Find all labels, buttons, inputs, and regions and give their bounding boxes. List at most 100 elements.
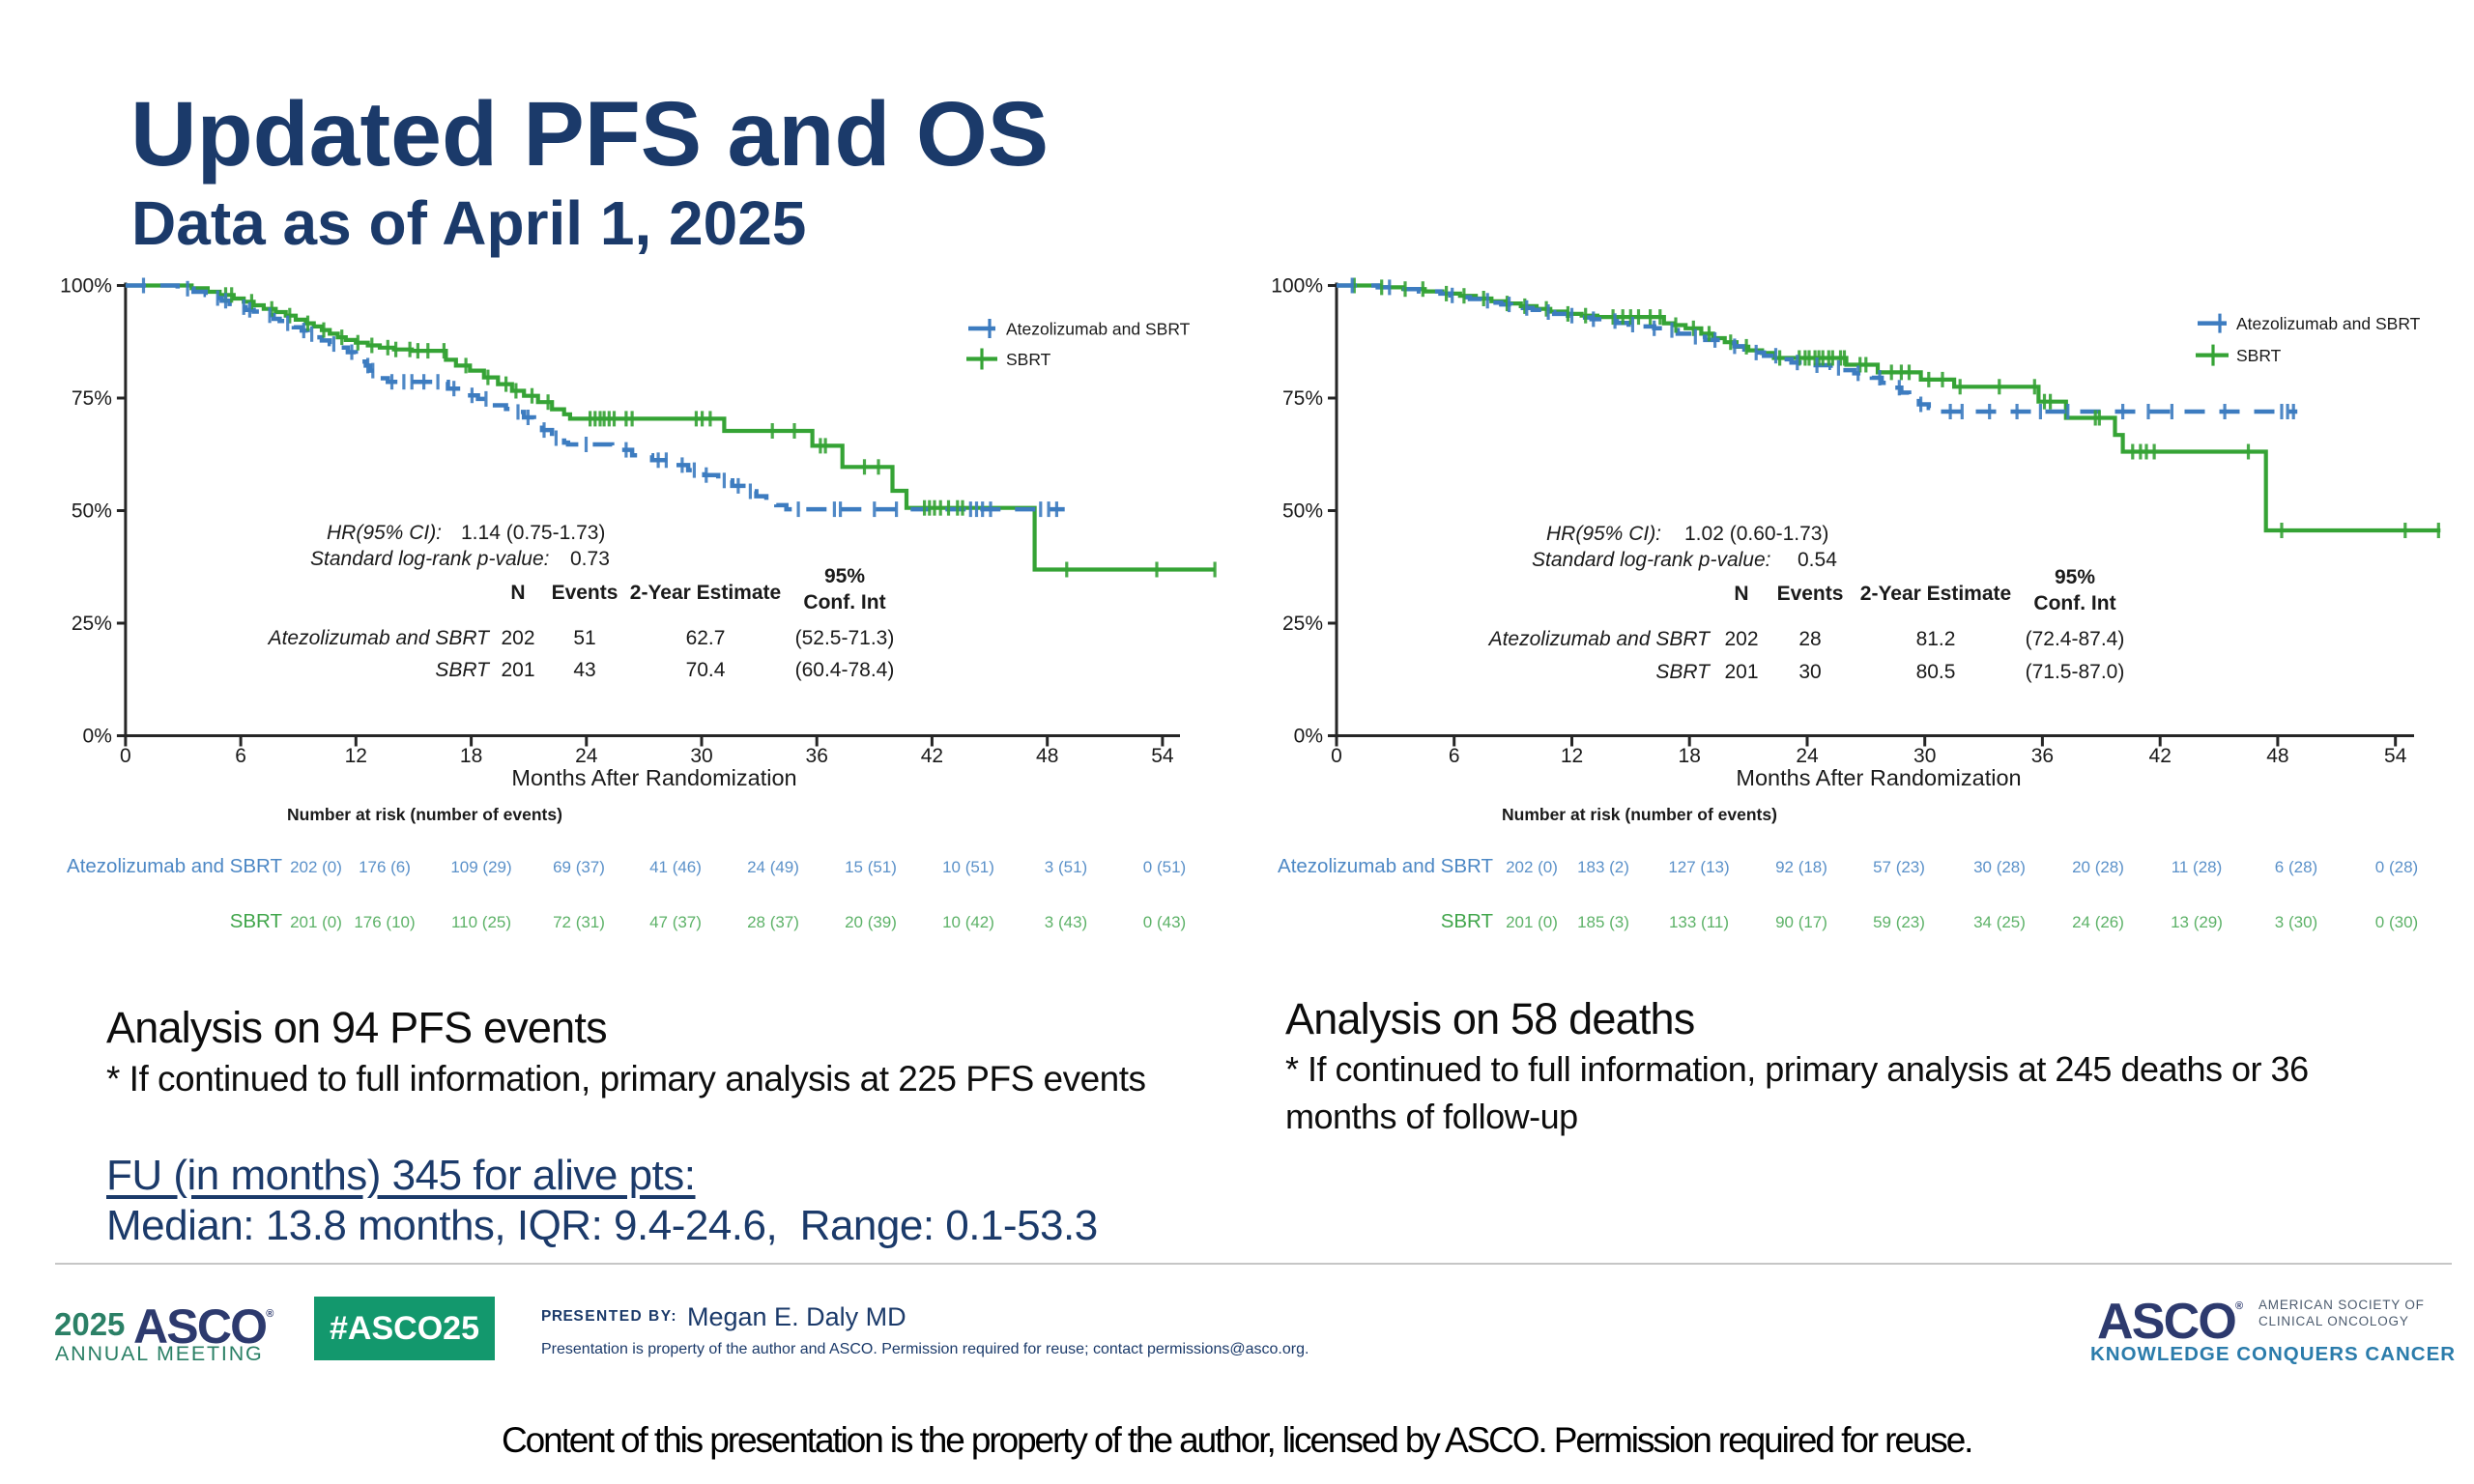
svg-text:183 (2): 183 (2): [1577, 858, 1629, 876]
svg-text:Months After Randomization: Months After Randomization: [1736, 765, 2021, 790]
svg-text:18: 18: [460, 745, 482, 767]
svg-text:36: 36: [2031, 745, 2054, 767]
svg-text:Atezolizumab and SBRT: Atezolizumab and SBRT: [1278, 855, 1493, 877]
svg-text:47 (37): 47 (37): [649, 913, 702, 931]
svg-text:Events: Events: [1777, 583, 1844, 605]
svg-text:10 (51): 10 (51): [942, 858, 994, 876]
svg-text:0%: 0%: [83, 726, 112, 748]
svg-text:24 (26): 24 (26): [2072, 913, 2124, 931]
svg-text:28: 28: [1798, 628, 1821, 650]
svg-text:3 (43): 3 (43): [1045, 913, 1087, 931]
svg-text:92 (18): 92 (18): [1775, 858, 1827, 876]
svg-text:50%: 50%: [1282, 500, 1323, 523]
svg-text:0 (28): 0 (28): [2375, 858, 2418, 876]
svg-text:0%: 0%: [1294, 726, 1323, 748]
svg-text:69 (37): 69 (37): [553, 858, 605, 876]
svg-text:13 (29): 13 (29): [2171, 913, 2223, 931]
svg-text:Events: Events: [552, 582, 618, 604]
svg-text:202 (0): 202 (0): [290, 858, 342, 876]
svg-text:Atezolizumab and SBRT: Atezolizumab and SBRT: [67, 855, 282, 877]
svg-text:34 (25): 34 (25): [1973, 913, 2026, 931]
svg-text:Atezolizumab and SBRT: Atezolizumab and SBRT: [1006, 320, 1191, 339]
svg-text:10 (42): 10 (42): [942, 913, 994, 931]
svg-text:42: 42: [921, 745, 943, 767]
svg-text:Atezolizumab and SBRT: Atezolizumab and SBRT: [1487, 628, 1712, 650]
svg-text:201: 201: [1724, 661, 1758, 683]
svg-text:36: 36: [806, 745, 828, 767]
svg-text:81.2: 81.2: [1916, 628, 1956, 650]
svg-text:25%: 25%: [1282, 613, 1323, 635]
svg-text:SBRT: SBRT: [2236, 346, 2282, 365]
svg-text:24: 24: [575, 745, 598, 767]
svg-text:1.02 (0.60-1.73): 1.02 (0.60-1.73): [1684, 523, 1828, 545]
svg-text:176 (10): 176 (10): [354, 913, 415, 931]
svg-text:133 (11): 133 (11): [1669, 913, 1729, 931]
svg-text:20 (39): 20 (39): [845, 913, 897, 931]
svg-text:0 (30): 0 (30): [2375, 913, 2418, 931]
svg-text:70.4: 70.4: [686, 659, 726, 681]
svg-text:Number at risk (number of even: Number at risk (number of events): [287, 805, 562, 824]
svg-text:0: 0: [120, 745, 131, 767]
svg-text:176 (6): 176 (6): [359, 858, 411, 876]
svg-text:202 (0): 202 (0): [1506, 858, 1558, 876]
svg-text:25%: 25%: [72, 613, 112, 635]
svg-text:0: 0: [1331, 745, 1342, 767]
svg-text:SBRT: SBRT: [230, 910, 283, 932]
svg-text:185 (3): 185 (3): [1577, 913, 1629, 931]
svg-text:HR(95% CI):: HR(95% CI):: [1546, 523, 1661, 545]
svg-text:3 (30): 3 (30): [2275, 913, 2317, 931]
svg-text:202: 202: [501, 627, 534, 649]
svg-text:127 (13): 127 (13): [1668, 858, 1729, 876]
svg-text:51: 51: [573, 627, 595, 649]
svg-text:110 (25): 110 (25): [451, 913, 511, 931]
svg-text:0.73: 0.73: [570, 548, 610, 570]
svg-text:12: 12: [345, 745, 367, 767]
svg-text:0 (43): 0 (43): [1143, 913, 1186, 931]
svg-text:12: 12: [1561, 745, 1583, 767]
svg-text:54: 54: [2384, 745, 2407, 767]
svg-text:(52.5-71.3): (52.5-71.3): [795, 627, 895, 649]
svg-text:201: 201: [501, 659, 534, 681]
svg-text:57 (23): 57 (23): [1873, 858, 1925, 876]
svg-text:100%: 100%: [1271, 275, 1323, 298]
svg-text:0 (51): 0 (51): [1143, 858, 1186, 876]
svg-text:75%: 75%: [72, 387, 112, 410]
svg-text:Standard log-rank p-value:: Standard log-rank p-value:: [1532, 549, 1770, 571]
svg-text:48: 48: [1036, 745, 1058, 767]
svg-text:100%: 100%: [60, 275, 112, 298]
svg-text:Conf. Int: Conf. Int: [2033, 592, 2115, 614]
svg-text:201 (0): 201 (0): [1506, 913, 1558, 931]
svg-text:SBRT: SBRT: [435, 659, 491, 681]
svg-text:59 (23): 59 (23): [1873, 913, 1925, 931]
svg-text:24: 24: [1796, 745, 1819, 767]
svg-text:Atezolizumab and SBRT: Atezolizumab and SBRT: [2236, 314, 2421, 333]
svg-text:Conf. Int: Conf. Int: [803, 591, 885, 614]
svg-text:50%: 50%: [72, 500, 112, 523]
svg-text:72 (31): 72 (31): [553, 913, 605, 931]
svg-text:18: 18: [1679, 745, 1701, 767]
svg-text:(60.4-78.4): (60.4-78.4): [795, 659, 895, 681]
svg-text:30: 30: [1913, 745, 1936, 767]
svg-text:HR(95% CI):: HR(95% CI):: [327, 522, 442, 544]
svg-text:24 (49): 24 (49): [747, 858, 799, 876]
svg-text:30: 30: [1798, 661, 1821, 683]
svg-text:15 (51): 15 (51): [845, 858, 897, 876]
svg-text:202: 202: [1724, 628, 1758, 650]
svg-text:2-Year Estimate: 2-Year Estimate: [630, 582, 781, 604]
svg-text:Standard log-rank p-value:: Standard log-rank p-value:: [310, 548, 549, 570]
svg-text:2-Year Estimate: 2-Year Estimate: [1860, 583, 2011, 605]
svg-text:SBRT: SBRT: [1655, 661, 1712, 683]
svg-text:30 (28): 30 (28): [1973, 858, 2026, 876]
svg-text:80.5: 80.5: [1916, 661, 1956, 683]
svg-text:75%: 75%: [1282, 387, 1323, 410]
svg-text:95%: 95%: [824, 565, 865, 587]
svg-text:N: N: [510, 582, 525, 604]
svg-text:109 (29): 109 (29): [450, 858, 511, 876]
svg-text:3 (51): 3 (51): [1045, 858, 1087, 876]
svg-text:42: 42: [2149, 745, 2172, 767]
svg-text:48: 48: [2266, 745, 2288, 767]
svg-text:Atezolizumab and SBRT: Atezolizumab and SBRT: [267, 627, 492, 649]
svg-text:1.14 (0.75-1.73): 1.14 (0.75-1.73): [461, 522, 605, 544]
svg-text:95%: 95%: [2055, 566, 2095, 588]
svg-text:Number at risk (number of even: Number at risk (number of events): [1502, 805, 1777, 824]
